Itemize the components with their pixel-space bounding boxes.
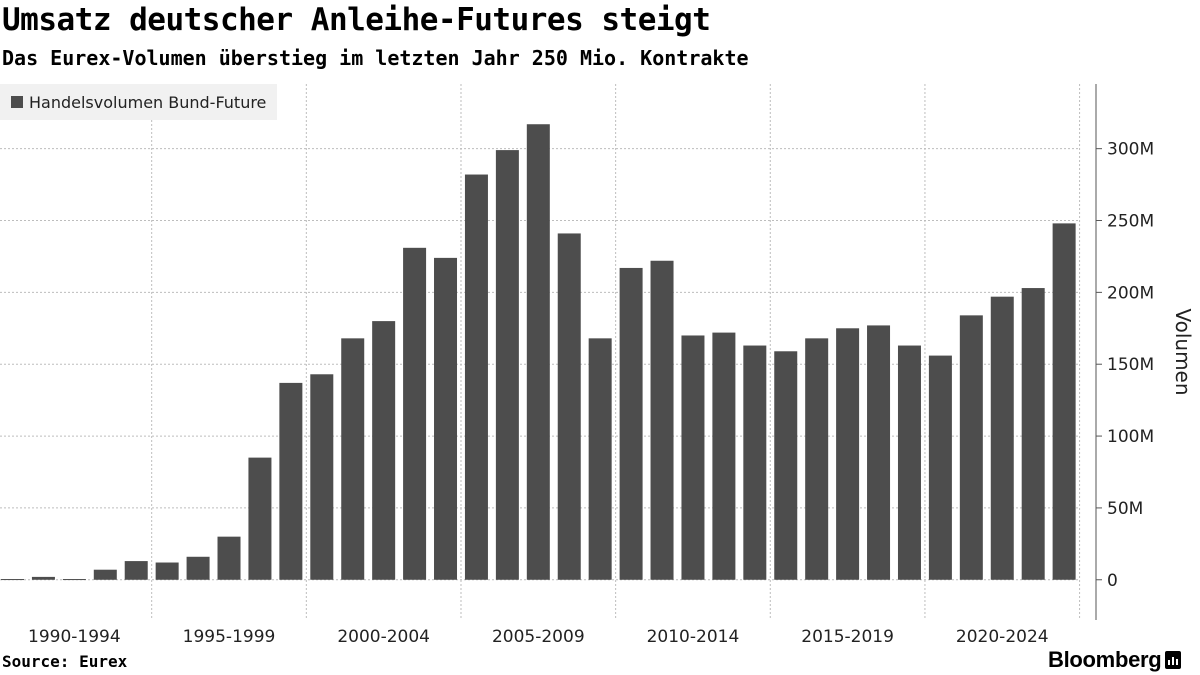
bar-2016: [805, 338, 829, 580]
y-tick-label: 300M: [1107, 140, 1154, 160]
y-tick-label: 0: [1107, 571, 1118, 591]
bar-2011: [650, 260, 674, 580]
chart-title: Umsatz deutscher Anleihe-Futures steigt: [2, 2, 711, 38]
brand-name: Bloomberg: [1048, 647, 1162, 672]
y-axis-title: Volumen: [1171, 308, 1195, 395]
x-tick-label: 1990-1994: [28, 627, 121, 647]
bar-2008: [557, 233, 581, 580]
bar-2007: [526, 124, 550, 580]
y-tick-label: 100M: [1107, 427, 1154, 447]
x-tick-label: 2005-2009: [492, 627, 585, 647]
bar-2014: [743, 345, 767, 580]
bar-2018: [867, 325, 891, 580]
bar-1997: [217, 536, 241, 580]
bar-1999: [279, 382, 303, 580]
legend: Handelsvolumen Bund-Future: [0, 84, 278, 120]
bar-1995: [155, 562, 179, 580]
bar-1996: [186, 556, 210, 580]
bar-2019: [897, 345, 921, 580]
bar-2002: [372, 321, 396, 580]
axes: [1095, 84, 1102, 620]
x-tick-label: 2015-2019: [801, 627, 894, 647]
bar-2012: [681, 335, 705, 580]
bar-2005: [464, 174, 488, 580]
legend-swatch: [11, 96, 23, 108]
bar-2003: [403, 247, 427, 580]
x-tick-label: 2010-2014: [647, 627, 740, 647]
bar-2023: [1021, 288, 1045, 580]
bar-1993: [93, 569, 117, 580]
source-note: Source: Eurex: [2, 652, 128, 671]
x-tick-label: 1995-1999: [183, 627, 276, 647]
x-tick-label: 2000-2004: [337, 627, 430, 647]
bar-2004: [434, 257, 458, 580]
bar-2017: [836, 328, 860, 580]
bar-1998: [248, 457, 272, 580]
bloomberg-terminal-icon: [1165, 651, 1182, 669]
y-tick-label: 150M: [1107, 355, 1154, 375]
bar-2020: [928, 355, 952, 580]
bars: [1, 124, 1076, 581]
bar-2013: [712, 332, 736, 580]
chart-subtitle: Das Eurex-Volumen überstieg im letzten J…: [2, 46, 749, 70]
bar-2006: [495, 150, 519, 580]
bar-2000: [310, 374, 334, 580]
y-tick-label: 50M: [1107, 499, 1143, 519]
bar-2001: [341, 338, 365, 580]
bar-2010: [619, 267, 643, 580]
bar-2015: [774, 351, 798, 580]
tick-labels: 0 50M 100M 150M 200M 250M 300M 1990-1994 1995-19…: [28, 140, 1195, 647]
y-tick-label: 200M: [1107, 283, 1154, 303]
legend-label: Handelsvolumen Bund-Future: [29, 92, 267, 112]
bar-1994: [124, 561, 148, 580]
bar-2022: [990, 296, 1014, 580]
bar-2024: [1052, 223, 1076, 580]
bar-2009: [588, 338, 612, 580]
bar-2021: [959, 315, 983, 580]
bar-1992: [62, 579, 86, 581]
x-tick-label: 2020-2024: [956, 627, 1049, 647]
y-tick-label: 250M: [1107, 212, 1154, 232]
brand-logo: Bloomberg: [1048, 647, 1182, 673]
bar-1990: [1, 579, 24, 581]
bar-1991: [31, 576, 55, 580]
